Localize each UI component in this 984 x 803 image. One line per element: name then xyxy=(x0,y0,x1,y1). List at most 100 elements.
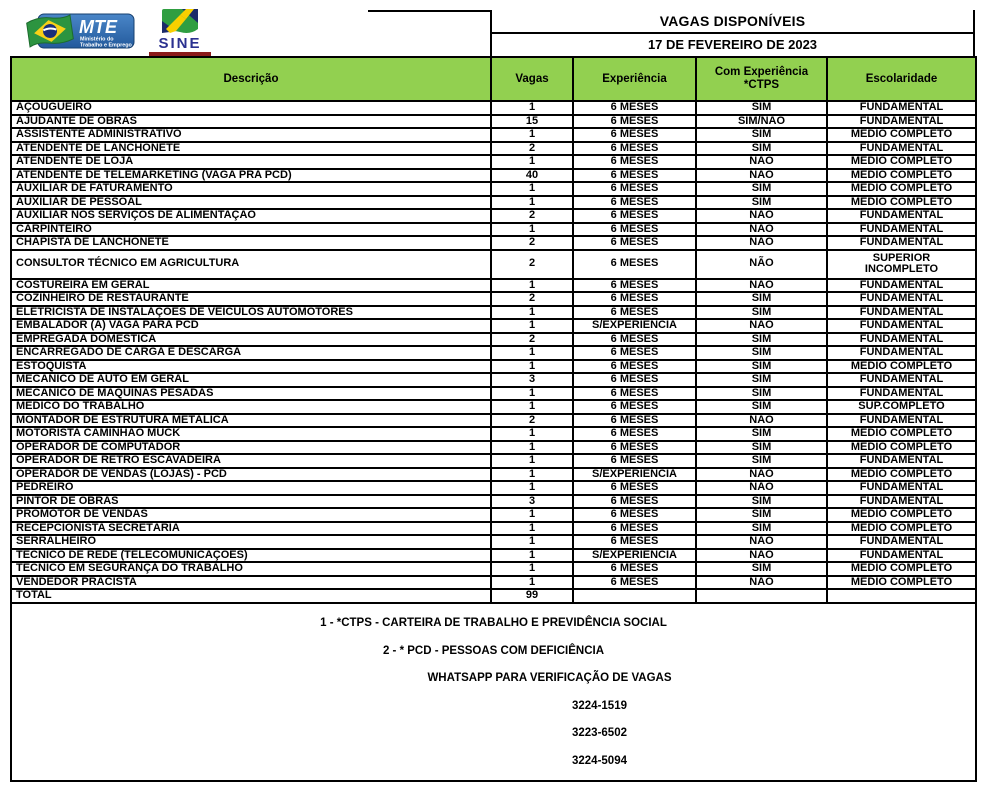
cell-escolaridade: MÉDIO COMPLETO xyxy=(826,466,977,482)
cell-experiencia: 6 MESES xyxy=(572,181,697,197)
cell-experiencia: S/EXPERIÊNCIA xyxy=(572,466,697,482)
header-title-box: VAGAS DISPONÍVEIS 17 DE FEVEREIRO DE 202… xyxy=(490,10,975,56)
cell-ctps: SIM xyxy=(695,507,828,523)
cell-escolaridade: FUNDAMENTAL xyxy=(826,208,977,224)
table-row: PEDREIRO 1 6 MESES NÃO FUNDAMENTAL xyxy=(10,480,977,496)
cell-escolaridade: FUNDAMENTAL xyxy=(826,113,977,129)
cell-ctps: NÃO xyxy=(695,208,828,224)
cell-description: AÇOUGUEIRO xyxy=(10,100,492,116)
cell-escolaridade: FUNDAMENTAL xyxy=(826,140,977,156)
cell-vagas: 1 xyxy=(490,358,574,374)
cell-ctps: SIM xyxy=(695,181,828,197)
cell-experiencia: 6 MESES xyxy=(572,221,697,237)
cell-description: AUXILIAR DE FATURAMENTO xyxy=(10,181,492,197)
cell-description: MECÂNICO DE MAQUINAS PESADAS xyxy=(10,385,492,401)
cell-experiencia: 6 MESES xyxy=(572,345,697,361)
cell-ctps: SIM xyxy=(695,140,828,156)
table-row: COZINHEIRO DE RESTAURANTE 2 6 MESES SIM FUND… xyxy=(10,291,977,307)
cell-escolaridade: FUNDAMENTAL xyxy=(826,291,977,307)
cell-ctps: SIM xyxy=(695,304,828,320)
cell-experiencia: 6 MESES xyxy=(572,331,697,347)
table-row: TECNICO EM SEGURANÇA DO TRABALHO 1 6 MESES… xyxy=(10,561,977,577)
cell-experiencia: 6 MESES xyxy=(572,140,697,156)
cell-description: OPERADOR DE VENDAS (LOJAS) - PCD xyxy=(10,466,492,482)
cell-experiencia: 6 MESES xyxy=(572,453,697,469)
total-experiencia xyxy=(572,588,697,604)
cell-experiencia: 6 MESES xyxy=(572,493,697,509)
cell-ctps: SIM xyxy=(695,426,828,442)
cell-experiencia: 6 MESES xyxy=(572,194,697,210)
cell-ctps: SIM xyxy=(695,561,828,577)
page-date: 17 DE FEVEREIRO DE 2023 xyxy=(647,36,818,52)
cell-escolaridade: MÉDIO COMPLETO xyxy=(826,507,977,523)
cell-experiencia: 6 MESES xyxy=(572,372,697,388)
table-row: ATENDENTE DE LANCHONETE 2 6 MESES SIM FUNDAM… xyxy=(10,140,977,156)
cell-description: CHAPISTA DE LANCHONETE xyxy=(10,235,492,251)
cell-escolaridade: FUNDAMENTAL xyxy=(826,277,977,293)
cell-vagas: 1 xyxy=(490,304,574,320)
cell-ctps: NÃO xyxy=(695,480,828,496)
table-row: ENCARREGADO DE CARGA E DESCARGA 1 6 MESES S… xyxy=(10,345,977,361)
cell-description: EMPREGADA DOMÉSTICA xyxy=(10,331,492,347)
table-row: EMPREGADA DOMÉSTICA 2 6 MESES SIM FUNDAMENTA… xyxy=(10,331,977,347)
col-header-descricao: Descrição xyxy=(10,56,492,102)
cell-vagas: 2 xyxy=(490,235,574,251)
cell-experiencia: 6 MESES xyxy=(572,127,697,143)
cell-ctps: NÃO xyxy=(695,318,828,334)
table-row: MEDICO DO TRABALHO 1 6 MESES SIM SUP.COMPLET… xyxy=(10,399,977,415)
table-row: AUXILIAR DE PESSOAL 1 6 MESES SIM MÉDIO COMP… xyxy=(10,194,977,210)
cell-escolaridade: FUNDAMENTAL xyxy=(826,480,977,496)
cell-description: COZINHEIRO DE RESTAURANTE xyxy=(10,291,492,307)
table-row: PINTOR DE OBRAS 3 6 MESES SIM FUNDAMENTAL xyxy=(10,493,977,509)
cell-vagas: 1 xyxy=(490,453,574,469)
cell-ctps: SIM xyxy=(695,331,828,347)
cell-experiencia: 6 MESES xyxy=(572,291,697,307)
col-header-com-experiencia-ctps: Com Experiência *CTPS xyxy=(695,56,828,102)
cell-experiencia: 6 MESES xyxy=(572,304,697,320)
mte-subtitle-line2: Trabalho e Emprego xyxy=(80,43,133,49)
cell-ctps: NÃO xyxy=(695,412,828,428)
cell-experiencia: 6 MESES xyxy=(572,480,697,496)
table-row: MECÂNICO DE MAQUINAS PESADAS 1 6 MESES SIM F… xyxy=(10,385,977,401)
cell-vagas: 1 xyxy=(490,520,574,536)
table-row: EMBALADOR (A) VAGA PARA PCD 1 S/EXPERIÊNCI… xyxy=(10,318,977,334)
col-header-escolaridade: Escolaridade xyxy=(826,56,977,102)
mte-subtitle-line1: Ministério do xyxy=(80,37,114,43)
cell-description: AJUDANTE DE OBRAS xyxy=(10,113,492,129)
cell-description: RECEPCIONISTA SECRETÁRIA xyxy=(10,520,492,536)
table-row: TÉCNICO DE REDE (TELECOMUNICAÇÕES) 1 S/EXP… xyxy=(10,547,977,563)
cell-description: ELETRICISTA DE INSTALAÇÕES DE VEÍCULOS A… xyxy=(10,304,492,320)
cell-ctps: SIM xyxy=(695,439,828,455)
cell-experiencia: 6 MESES xyxy=(572,113,697,129)
cell-vagas: 1 xyxy=(490,181,574,197)
cell-ctps: SIM xyxy=(695,291,828,307)
cell-ctps: SIM xyxy=(695,372,828,388)
cell-ctps: NÃO xyxy=(695,154,828,170)
cell-vagas: 2 xyxy=(490,248,574,280)
cell-experiencia: 6 MESES xyxy=(572,399,697,415)
cell-experiencia: 6 MESES xyxy=(572,277,697,293)
cell-experiencia: 6 MESES xyxy=(572,561,697,577)
table-row: AUXILIAR DE FATURAMENTO 1 6 MESES SIM MÉDIO … xyxy=(10,181,977,197)
cell-description: ESTOQUISTA xyxy=(10,358,492,374)
cell-escolaridade: FUNDAMENTAL xyxy=(826,493,977,509)
cell-description: EMBALADOR (A) VAGA PARA PCD xyxy=(10,318,492,334)
cell-vagas: 15 xyxy=(490,113,574,129)
cell-ctps: NÃO xyxy=(695,574,828,590)
cell-escolaridade: MÉDIO COMPLETO xyxy=(826,520,977,536)
cell-description: PEDREIRO xyxy=(10,480,492,496)
cell-ctps: SIM xyxy=(695,453,828,469)
cell-escolaridade: MÉDIO COMPLETO xyxy=(826,181,977,197)
cell-vagas: 1 xyxy=(490,100,574,116)
cell-experiencia: 6 MESES xyxy=(572,358,697,374)
cell-description: MEDICO DO TRABALHO xyxy=(10,399,492,415)
cell-experiencia: 6 MESES xyxy=(572,507,697,523)
cell-ctps: SIM xyxy=(695,493,828,509)
cell-escolaridade: FUNDAMENTAL xyxy=(826,100,977,116)
cell-escolaridade: MÉDIO COMPLETO xyxy=(826,561,977,577)
cell-vagas: 3 xyxy=(490,493,574,509)
cell-description: SERRALHEIRO xyxy=(10,534,492,550)
table-row: ATENDENTE DE LOJA 1 6 MESES NÃO MÉDIO COMPLE… xyxy=(10,154,977,170)
table-row: ELETRICISTA DE INSTALAÇÕES DE VEÍCULOS A… xyxy=(10,304,977,320)
cell-vagas: 3 xyxy=(490,372,574,388)
